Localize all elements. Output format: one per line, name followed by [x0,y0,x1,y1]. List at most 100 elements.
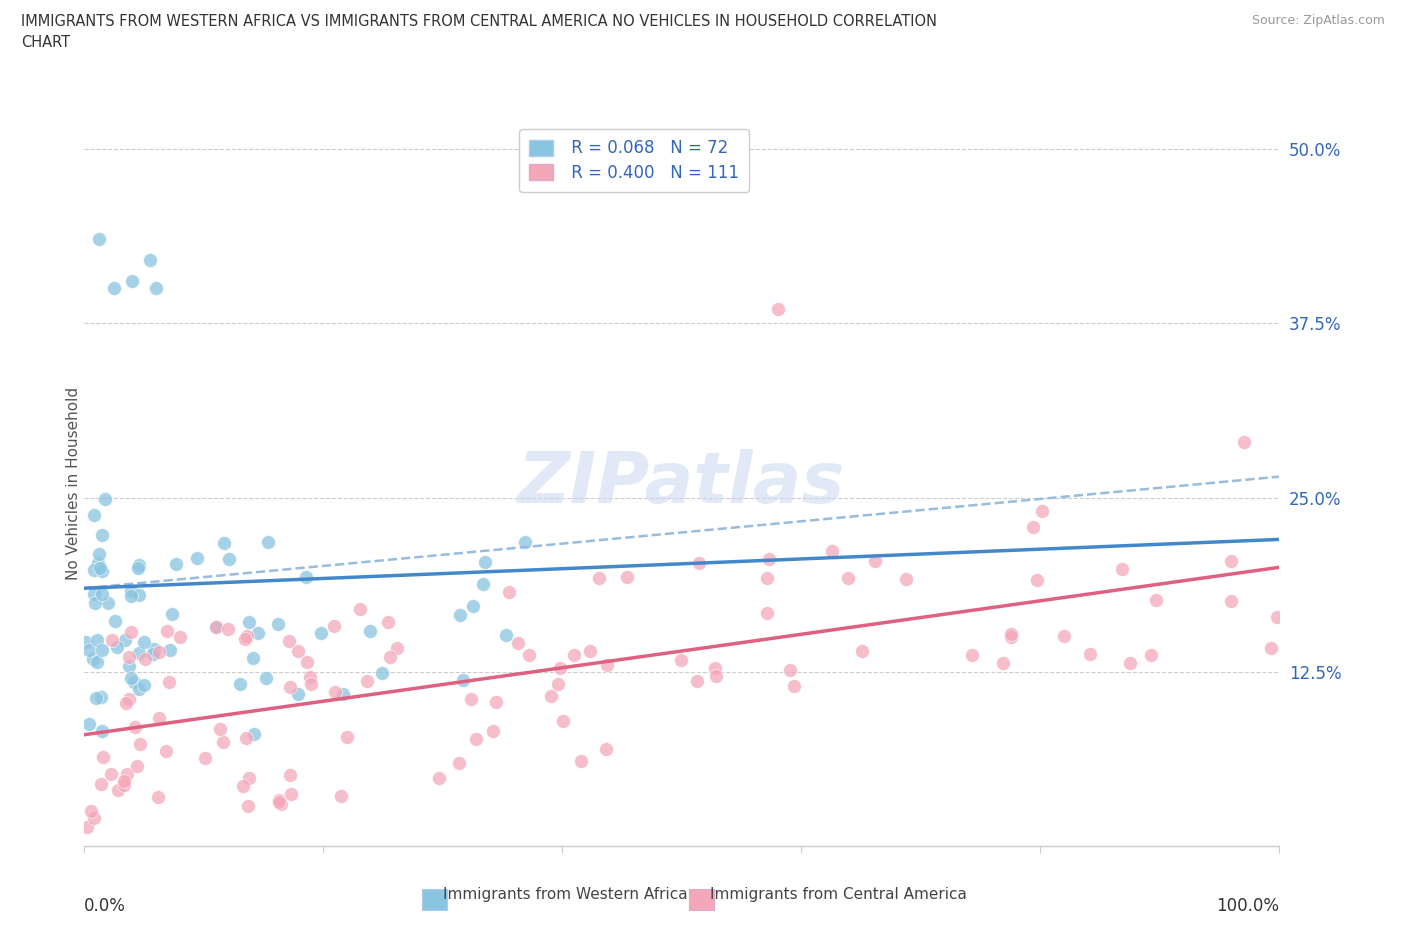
Point [1233,434,1256,449]
Point [1025,573,1047,588]
Point [100,766,122,781]
Point [103,281,125,296]
Point [134,635,156,650]
Point [124,720,146,735]
Point [588,571,610,586]
Point [217,621,239,636]
Point [120,589,142,604]
Point [1260,641,1282,656]
Text: 100.0%: 100.0% [1216,897,1279,915]
Point [482,724,505,738]
Point [118,659,141,674]
Point [387,640,409,655]
Point [148,711,170,725]
Point [1220,554,1243,569]
Point [837,570,859,585]
Point [960,647,983,662]
Point [297,655,319,670]
Point [323,684,346,699]
Point [474,554,496,569]
Point [270,796,292,811]
Point [118,692,141,707]
Point [118,650,141,665]
Point [299,677,322,692]
Point [87,547,110,562]
Point [86,655,108,670]
Point [120,624,142,639]
Point [120,583,142,598]
Text: 0.0%: 0.0% [84,897,127,915]
Point [359,624,381,639]
Point [90,689,112,704]
Point [460,691,482,706]
Point [322,619,344,634]
Point [128,588,150,603]
Point [449,756,471,771]
Point [155,744,177,759]
Point [89,560,111,575]
Point [287,644,309,658]
Point [243,726,266,741]
Text: Immigrants from Western Africa: Immigrants from Western Africa [443,887,688,902]
Point [332,686,354,701]
Text: Source: ZipAtlas.com: Source: ZipAtlas.com [1251,14,1385,27]
Point [82,652,104,667]
Point [513,535,536,550]
Point [236,629,259,644]
Point [93,491,115,506]
Point [218,551,240,566]
Point [83,586,105,601]
Point [112,777,135,792]
Point [449,607,471,622]
Point [122,674,145,689]
Point [212,535,235,550]
Point [820,544,842,559]
Point [165,556,187,571]
Point [766,301,789,316]
Point [380,649,402,664]
Point [562,647,585,662]
Point [159,643,181,658]
Point [1078,646,1101,661]
Point [506,635,529,650]
Point [90,564,112,578]
Point [247,626,270,641]
Point [157,674,180,689]
Point [186,551,208,565]
Point [465,731,488,746]
Point [783,678,806,693]
Point [267,794,290,809]
Point [127,561,149,576]
Point [595,741,617,756]
Point [330,789,353,804]
Point [461,599,484,614]
Point [377,615,399,630]
Point [91,527,114,542]
Point [238,770,260,785]
Point [105,640,128,655]
Point [148,644,170,659]
Point [311,625,333,640]
Point [1144,592,1167,607]
Text: ZIPatlas: ZIPatlas [519,449,845,518]
Point [472,577,495,591]
Point [356,673,378,688]
Point [132,677,155,692]
Point [991,656,1014,671]
Point [540,688,562,703]
Point [97,595,120,610]
Text: IMMIGRANTS FROM WESTERN AFRICA VS IMMIGRANTS FROM CENTRAL AMERICA NO VEHICLES IN: IMMIGRANTS FROM WESTERN AFRICA VS IMMIGR… [21,14,936,50]
Point [266,617,288,631]
Point [517,648,540,663]
Point [142,642,165,657]
Point [235,731,257,746]
Point [115,696,138,711]
Point [686,673,709,688]
Point [579,643,602,658]
Point [704,669,727,684]
Point [112,774,135,789]
Point [169,630,191,644]
Point [121,274,143,289]
Point [107,783,129,798]
Point [1000,630,1022,644]
